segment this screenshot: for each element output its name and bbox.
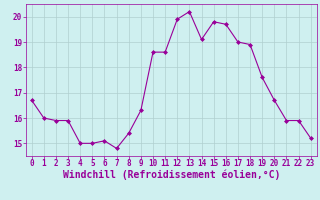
X-axis label: Windchill (Refroidissement éolien,°C): Windchill (Refroidissement éolien,°C) bbox=[62, 170, 280, 180]
